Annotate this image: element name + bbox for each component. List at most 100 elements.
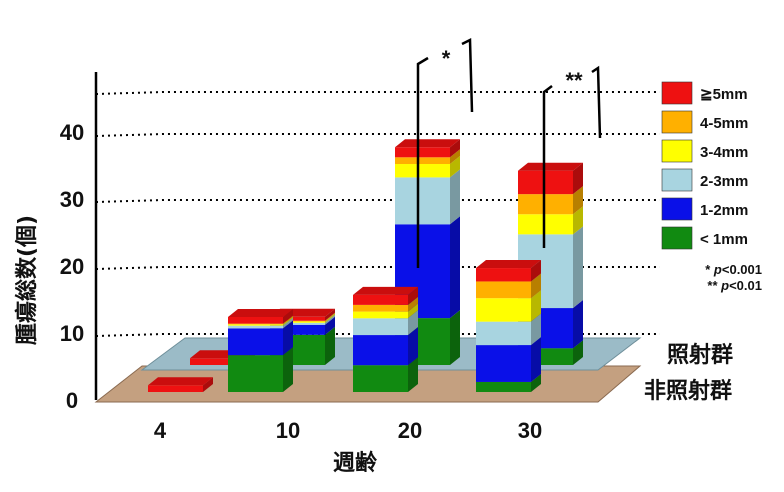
bar-front-face [476,345,531,382]
bar-side-face [450,149,460,164]
bar-side-face [408,296,418,312]
bar-top-face [518,162,583,171]
bar-segment [353,303,418,319]
bracket-30-right [591,65,602,139]
x-axis-label: 週齢 [333,450,378,476]
bar-segment [395,156,460,178]
bar-front-face [353,294,408,305]
bar-segment [395,169,460,225]
bar-front-face [270,324,325,335]
bar-side-face [450,169,460,225]
bar-segment [228,316,293,326]
bar-front-face [270,320,325,322]
bar-front-face [228,325,283,329]
bar-side-face [408,357,418,392]
bar-segment [395,139,460,158]
bar-side-face [573,186,583,215]
bar-top-face [395,139,460,148]
bar-front-face [476,268,531,282]
bar-side-face [283,320,293,356]
legend-label: 3-4mm [700,144,748,161]
bar-segment [518,206,583,235]
bar-side-face [573,340,583,365]
bar-front-face [476,281,531,299]
bar-front-face [270,321,325,323]
x-tick-label: 30 [518,418,542,443]
x-tick-label: 10 [276,418,300,443]
y-tick-label: 20 [60,254,84,279]
bar-segment [148,377,213,392]
bar-segment [270,312,335,322]
bar-segment [353,357,418,392]
x-tick-labels: 4 10 20 30 [154,418,542,443]
significance-brackets: *** [416,38,602,268]
bar-side-face [531,273,541,299]
bar-front-face [518,214,573,235]
bar-side-face [325,316,335,335]
legend-label: 2-3mm [700,173,748,190]
bar-segment [228,320,293,356]
bar-front-face [476,321,531,346]
y-tick-label: 0 [66,388,78,413]
bar-side-face [531,337,541,382]
bar-top-face [353,286,418,295]
bar-front-face [228,323,283,325]
legend-label: < 1mm [700,231,748,248]
significance-marker-20: * [442,46,451,71]
bar-top-face [148,377,213,386]
bar-segment [270,316,335,335]
x-tick-label: 4 [154,418,167,443]
bar-front-face [476,298,531,322]
bar-side-face [408,327,418,366]
bar-segment [270,314,335,325]
bracket-20-right [461,38,474,113]
bar-front-face [518,170,573,195]
bar-front-face [148,385,203,392]
legend-swatch [661,110,693,134]
legend: ≧5mm 4-5mm 3-4mm 2-3mm 1-2mm < 1mm [661,81,748,250]
bar-segment [476,260,541,282]
bar-top-face [228,308,293,317]
bar-side-face [450,139,460,158]
bar-side-face [325,308,335,321]
bar-front-face [228,355,283,392]
bar-front-face [190,358,245,365]
bar-front-face [395,157,450,164]
bar-segment [353,327,418,366]
gridline [95,133,660,137]
bar-top-face [476,260,541,269]
bar-side-face [450,216,460,319]
significance-marker-30: ** [565,68,583,93]
bar-segment [395,216,460,319]
bar-segment [270,308,335,321]
x-tick-label: 20 [398,418,422,443]
y-tick-label: 10 [60,321,84,346]
y-tick-label: 30 [60,187,84,212]
y-axis-label: 腫瘍総数(個) [14,215,40,345]
bar-front-face [353,335,408,366]
bar-segment [476,290,541,322]
bar-segment [395,149,460,164]
bar-front-face [395,164,450,178]
bar-front-face [518,194,573,215]
legend-swatch [661,168,693,192]
bar-side-face [450,310,460,365]
bar-side-face [531,260,541,282]
group-label-non-irradiated: 非照射群 [644,378,732,404]
bar-side-face [283,347,293,392]
legend-swatch [661,139,693,163]
bar-segment [476,373,541,392]
bar-segment [270,313,335,323]
significance-note: * p<0.001 [705,262,762,277]
bar-side-face [283,317,293,329]
bar-segment [518,162,583,195]
bar-side-face [450,156,460,178]
bar-segment [353,310,418,336]
legend-swatch [661,197,693,221]
bar-side-face [325,313,335,323]
bar-side-face [573,206,583,235]
bar-segment [476,273,541,299]
bar-front-face [270,322,325,325]
bar-side-face [325,314,335,325]
